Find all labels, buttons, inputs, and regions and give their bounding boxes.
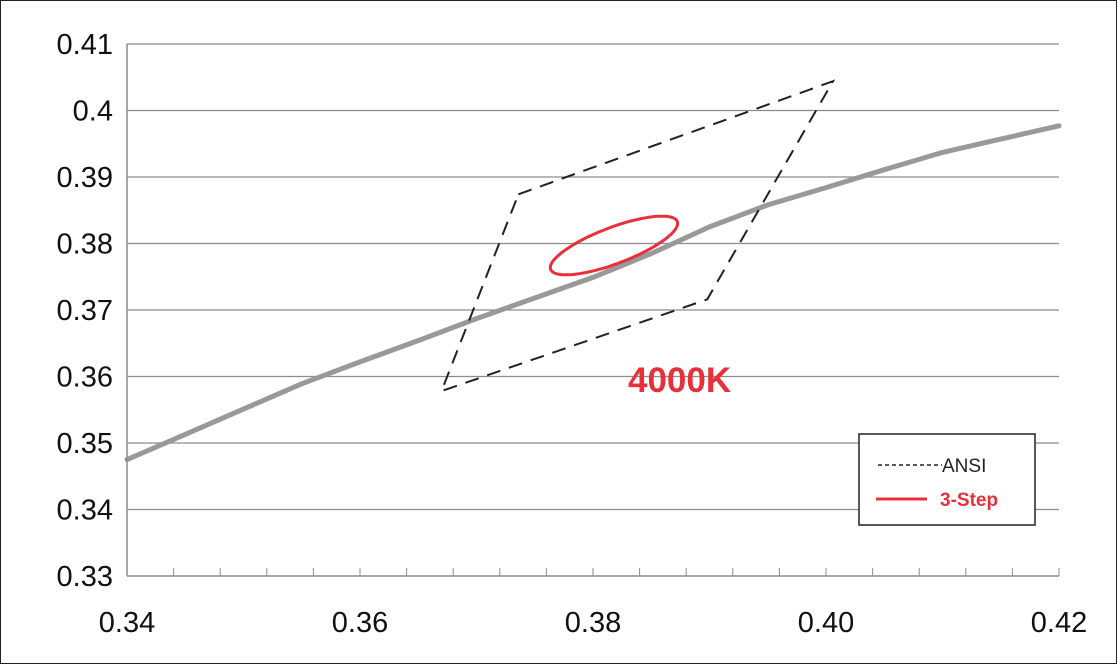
y-tick-label: 0.34 xyxy=(57,495,113,527)
planckian-locus-line xyxy=(124,123,1062,463)
axis-layer: 0.33 0.34 0.35 0.36 0.37 0.38 0.39 0.4 0.41 0.34 0… xyxy=(57,29,1088,639)
legend-box xyxy=(858,433,1036,526)
y-tick-label: 0.37 xyxy=(57,295,113,327)
y-tick-label: 0.39 xyxy=(57,162,113,194)
y-tick-label: 0.4 xyxy=(73,96,113,128)
x-tick-label: 0.34 xyxy=(99,607,155,639)
y-tick-label: 0.36 xyxy=(57,362,113,394)
x-tick-label: 0.40 xyxy=(798,607,854,639)
y-tick-label: 0.38 xyxy=(57,229,113,261)
legend-label-3-step: 3-Step xyxy=(940,490,998,511)
y-tick-label: 0.41 xyxy=(57,29,113,61)
x-tick-label: 0.36 xyxy=(332,607,388,639)
x-tick-label: 0.38 xyxy=(565,607,621,639)
three-step-ellipse xyxy=(548,214,680,277)
y-tick-label: 0.33 xyxy=(57,561,113,593)
legend: ANSI 3-Step xyxy=(858,433,1036,526)
annotation-4000k: 4000K xyxy=(628,361,731,400)
ansi-quadrangle xyxy=(439,79,836,393)
x-tick-label: 0.42 xyxy=(1031,607,1087,639)
y-tick-label: 0.35 xyxy=(57,428,113,460)
legend-label-ansi: ANSI xyxy=(942,456,986,477)
series-layer xyxy=(124,79,1062,463)
